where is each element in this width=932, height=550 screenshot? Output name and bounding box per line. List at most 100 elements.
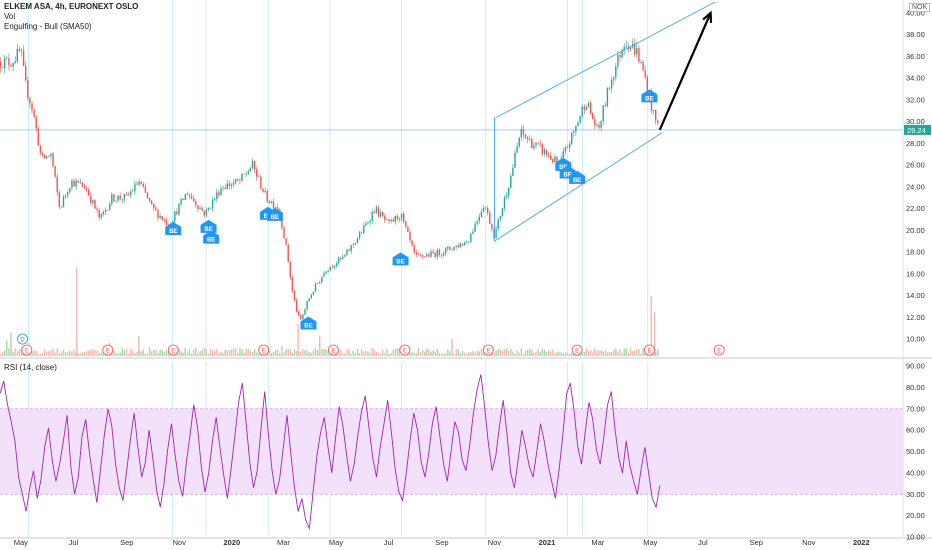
be-marker-icon[interactable]: BE bbox=[266, 207, 283, 221]
volume-bar bbox=[634, 350, 636, 356]
candle-body bbox=[256, 169, 258, 177]
candle-body bbox=[512, 167, 514, 177]
candle-body bbox=[415, 252, 417, 255]
volume-bar bbox=[533, 352, 535, 356]
last-price-tag bbox=[904, 124, 931, 135]
arrow-head-icon[interactable] bbox=[702, 10, 713, 24]
candle-body bbox=[621, 49, 623, 58]
candle-body bbox=[43, 154, 46, 159]
candle-body bbox=[382, 212, 384, 217]
be-marker-icon[interactable]: BE bbox=[641, 89, 658, 103]
channel-lower-line[interactable] bbox=[494, 132, 663, 242]
earnings-event-icon[interactable] bbox=[399, 344, 411, 356]
candle-body bbox=[71, 180, 73, 188]
rsi-tick-label: 30.00 bbox=[906, 490, 925, 499]
earnings-event-icon[interactable] bbox=[713, 344, 725, 356]
earnings-event-icon[interactable] bbox=[644, 344, 655, 356]
candle-body bbox=[193, 198, 195, 202]
earnings-event-icon[interactable] bbox=[328, 344, 339, 356]
volume-bar bbox=[625, 348, 627, 356]
candle-body bbox=[543, 149, 546, 155]
candle-body bbox=[8, 58, 10, 66]
candle-body bbox=[121, 199, 123, 200]
candle-body bbox=[98, 210, 100, 218]
be-marker-shape bbox=[641, 89, 658, 103]
candle-body bbox=[535, 142, 537, 146]
be-marker-icon[interactable]: BE bbox=[203, 230, 220, 244]
candle-body bbox=[426, 254, 428, 257]
volume-bar bbox=[163, 352, 165, 356]
time-tick-label: Jul bbox=[384, 538, 394, 547]
volume-bar bbox=[71, 351, 73, 356]
candle-body bbox=[514, 152, 516, 168]
volume-bar bbox=[608, 351, 611, 356]
candle-body bbox=[224, 187, 226, 190]
be-markers: BEBEBEBEBEBEBEBEBEBEBE bbox=[165, 89, 658, 330]
candle-body bbox=[16, 49, 18, 62]
volume-bar bbox=[186, 352, 189, 356]
be-marker-icon[interactable]: BE bbox=[300, 316, 317, 330]
volume-bar bbox=[146, 353, 149, 356]
volume-bar bbox=[62, 349, 65, 356]
be-marker-icon[interactable]: BE bbox=[200, 219, 217, 233]
price-tick-label: 18.00 bbox=[906, 248, 925, 257]
candle-body bbox=[211, 199, 214, 209]
candle-body bbox=[106, 210, 109, 211]
volume-bar bbox=[253, 349, 256, 356]
volume-bar bbox=[554, 353, 556, 356]
trend-channel[interactable] bbox=[494, 1, 716, 242]
candle-body bbox=[312, 291, 315, 295]
volume-bar bbox=[165, 349, 168, 356]
volume-bar bbox=[18, 349, 21, 356]
rsi-label[interactable]: RSI (14, close) bbox=[4, 363, 57, 372]
earnings-event-label: E bbox=[106, 349, 110, 355]
candle-body bbox=[222, 187, 224, 189]
volume-bar bbox=[237, 353, 239, 356]
candle-body bbox=[552, 159, 554, 163]
candle-body bbox=[144, 186, 147, 193]
earnings-event-icon[interactable] bbox=[167, 344, 179, 356]
volume-bar bbox=[547, 349, 550, 356]
volume-bar bbox=[568, 353, 571, 356]
earnings-event-icon[interactable] bbox=[102, 344, 114, 356]
price-tick-label: 26.00 bbox=[906, 161, 925, 170]
earnings-event-icon[interactable] bbox=[571, 344, 583, 356]
candle-body bbox=[526, 137, 529, 140]
volume-bar bbox=[369, 353, 371, 356]
candle-body bbox=[323, 273, 325, 277]
symbol-title[interactable]: ELKEM ASA, 4h, EURONEXT OSLO bbox=[4, 2, 139, 11]
volume-bar bbox=[176, 352, 178, 356]
volume-bar bbox=[184, 348, 186, 356]
volume-bar bbox=[304, 349, 306, 356]
be-marker-icon[interactable]: BE bbox=[569, 170, 586, 184]
earnings-event-icon[interactable] bbox=[258, 344, 270, 356]
be-marker-icon[interactable]: BE bbox=[165, 221, 182, 235]
volume-bar bbox=[442, 353, 445, 356]
dividend-icon[interactable] bbox=[17, 333, 28, 345]
candle-body bbox=[48, 156, 50, 157]
volume-bar bbox=[56, 348, 58, 356]
volume-label[interactable]: Vol bbox=[4, 12, 16, 21]
be-marker-icon[interactable]: BE bbox=[392, 252, 409, 266]
candle-body bbox=[554, 156, 556, 163]
channel-upper-line[interactable] bbox=[494, 1, 716, 119]
candle-body bbox=[270, 201, 273, 203]
volume-bar bbox=[321, 349, 323, 356]
earnings-event-icon[interactable] bbox=[21, 344, 33, 356]
volume-bar bbox=[493, 352, 495, 356]
candle-body bbox=[499, 216, 501, 220]
indicator-label[interactable]: Engulfing - Bull (SMA50) bbox=[4, 22, 92, 31]
candle-body bbox=[180, 199, 182, 205]
arrow-up-right-icon[interactable] bbox=[658, 12, 712, 131]
volume-bar bbox=[69, 350, 71, 356]
candle-body bbox=[304, 309, 306, 315]
candle-body bbox=[613, 77, 615, 80]
volume-bar bbox=[119, 352, 121, 356]
candle-body bbox=[104, 210, 107, 213]
price-tick-label: 32.00 bbox=[906, 95, 925, 104]
volume-bar bbox=[50, 350, 52, 356]
earnings-event-icon[interactable] bbox=[483, 344, 494, 356]
candle-body bbox=[453, 246, 455, 250]
